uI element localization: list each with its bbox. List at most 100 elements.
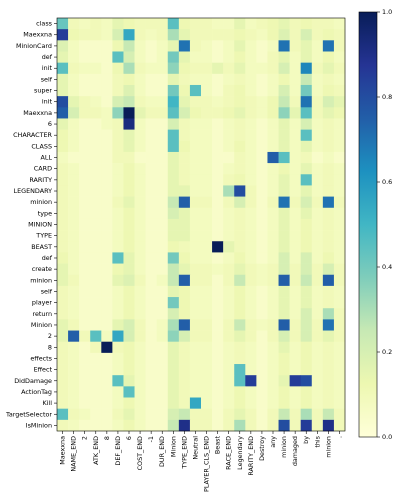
heatmap-cell	[123, 341, 135, 354]
heatmap-cell	[267, 230, 279, 242]
heatmap-cell	[300, 207, 313, 220]
heatmap-cell	[311, 230, 324, 242]
heatmap-cell	[256, 18, 268, 30]
heatmap-cell	[201, 96, 213, 108]
heatmap-cell	[333, 185, 346, 197]
heatmap-cell	[267, 174, 279, 186]
heatmap-cell	[189, 129, 202, 142]
colorbar-tick-label: 0.6	[382, 178, 392, 186]
heatmap-cell	[223, 18, 235, 30]
heatmap-cell	[112, 364, 124, 376]
heatmap-cell	[101, 51, 113, 63]
heatmap-cell	[278, 218, 290, 231]
heatmap-cell	[57, 185, 69, 197]
heatmap-cell	[101, 107, 113, 119]
heatmap-cell	[90, 62, 102, 75]
heatmap-cell	[234, 297, 246, 309]
heatmap-cell	[322, 218, 335, 231]
heatmap-cell	[134, 218, 146, 231]
heatmap-cell	[189, 151, 202, 164]
heatmap-cell	[79, 107, 91, 119]
y-tick-label: DidDamage	[14, 377, 52, 385]
heatmap-cell	[256, 174, 268, 186]
heatmap-cell	[167, 62, 180, 75]
heatmap-cell	[223, 84, 235, 97]
heatmap-cell	[57, 419, 69, 432]
heatmap-cell	[79, 151, 91, 164]
heatmap-cell	[212, 218, 224, 231]
heatmap-cell	[289, 386, 301, 398]
heatmap-cell	[79, 408, 91, 421]
heatmap-cell	[112, 140, 124, 153]
heatmap-cell	[333, 151, 346, 164]
heatmap-cell	[90, 140, 102, 153]
heatmap-cell	[134, 151, 146, 164]
heatmap-cell	[311, 118, 324, 130]
heatmap-cell	[57, 230, 69, 242]
heatmap-cell	[189, 196, 202, 209]
heatmap-cell	[300, 330, 313, 342]
heatmap-cell	[112, 386, 124, 398]
heatmap-cell	[256, 118, 268, 130]
heatmap-cell	[289, 96, 301, 108]
heatmap-cell	[245, 73, 257, 86]
heatmap-cell	[178, 285, 191, 298]
heatmap-cell	[112, 375, 124, 387]
heatmap-cell	[101, 263, 113, 276]
heatmap-cell	[123, 185, 135, 197]
heatmap-cell	[123, 386, 135, 398]
heatmap-cell	[134, 96, 146, 108]
heatmap-cell	[156, 397, 169, 409]
heatmap-cell	[189, 107, 202, 119]
heatmap-cell	[300, 185, 313, 197]
heatmap-cell	[333, 40, 346, 52]
heatmap-cell	[134, 18, 146, 30]
heatmap-cell	[212, 129, 224, 142]
heatmap-cell	[79, 241, 91, 253]
heatmap-cell	[322, 397, 335, 409]
heatmap-cell	[178, 196, 191, 209]
heatmap-cell	[289, 163, 301, 175]
heatmap-cell	[101, 84, 113, 97]
heatmap-cell	[134, 118, 146, 130]
heatmap-cell	[57, 196, 69, 209]
heatmap-cell	[234, 386, 246, 398]
heatmap-cell	[245, 252, 257, 264]
heatmap-cell	[90, 151, 102, 164]
heatmap-cell	[57, 364, 69, 376]
heatmap-cell	[101, 386, 113, 398]
heatmap-cell	[256, 364, 268, 376]
heatmap-cell	[333, 163, 346, 175]
heatmap-cell	[245, 140, 257, 153]
heatmap-cell	[300, 230, 313, 242]
heatmap-cell	[333, 386, 346, 398]
heatmap-cell	[90, 241, 102, 253]
heatmap-cell	[79, 375, 91, 387]
heatmap-cell	[234, 397, 246, 409]
heatmap-cell	[79, 207, 91, 220]
heatmap-cell	[178, 185, 191, 197]
heatmap-cell	[311, 297, 324, 309]
heatmap-cell	[223, 285, 235, 298]
heatmap-cell	[134, 252, 146, 264]
heatmap-cell	[234, 51, 246, 63]
heatmap-cell	[322, 151, 335, 164]
heatmap-cell	[234, 352, 246, 365]
heatmap-cell	[79, 62, 91, 75]
heatmap-cell	[322, 29, 335, 41]
heatmap-cell	[134, 185, 146, 197]
heatmap-cell	[79, 29, 91, 41]
heatmap-cell	[212, 29, 224, 41]
heatmap-cell	[201, 330, 213, 342]
heatmap-cell	[311, 252, 324, 264]
heatmap-cell	[101, 252, 113, 264]
y-tick-label: TYPE	[35, 232, 52, 240]
heatmap-cell	[201, 174, 213, 186]
heatmap-cell	[167, 274, 180, 287]
heatmap-cell	[101, 40, 113, 52]
heatmap-cell	[112, 419, 124, 432]
heatmap-cell	[256, 73, 268, 86]
heatmap-cell	[112, 129, 124, 142]
heatmap-cell	[245, 408, 257, 421]
heatmap-cell	[57, 207, 69, 220]
